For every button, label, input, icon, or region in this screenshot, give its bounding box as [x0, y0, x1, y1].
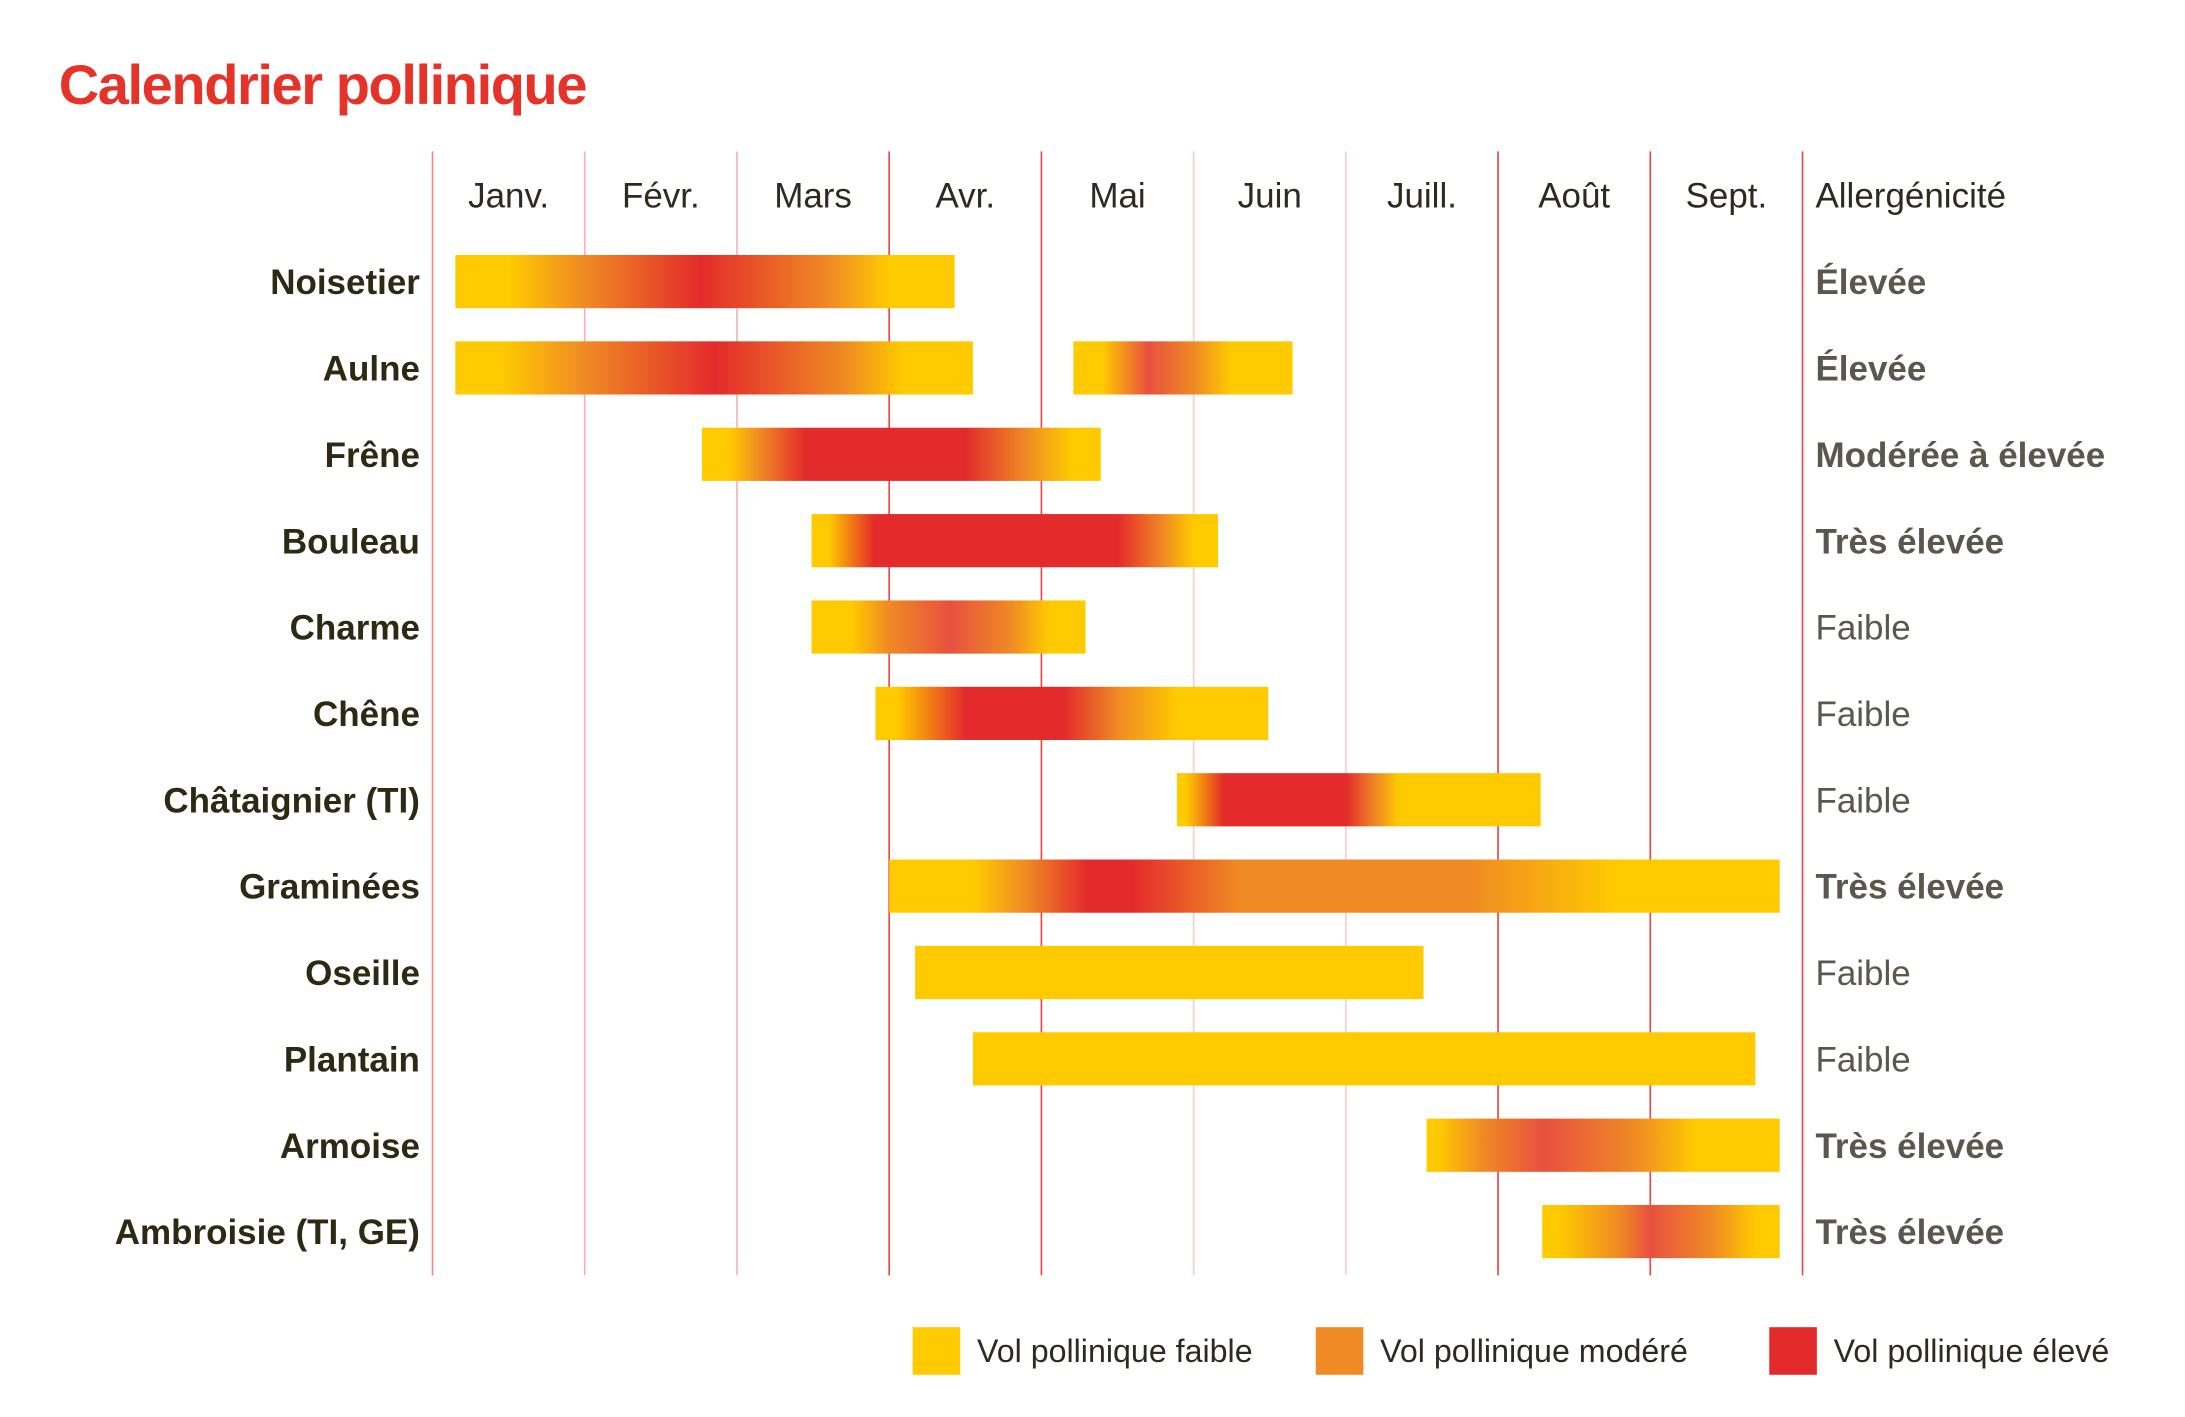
- species-label: Frêne: [325, 436, 420, 475]
- species-rows: Noisetier Élevée Aulne Élevée Frêne Modérée à…: [115, 254, 2105, 1259]
- pollen-period-bar: [811, 514, 1218, 568]
- legend-label: Vol pollinique faible: [977, 1333, 1253, 1369]
- allergenicity-value: Faible: [1815, 1040, 1910, 1079]
- species-row: Plantain Faible: [284, 1032, 1911, 1086]
- allergenicity-value: Modérée à élevée: [1815, 436, 2105, 475]
- species-row: Charme Faible: [290, 600, 1911, 654]
- species-row: Oseille Faible: [305, 945, 1911, 1000]
- month-label: Mai: [1089, 176, 1145, 215]
- pollen-period-bar: [972, 1032, 1756, 1086]
- pollen-period-bar: [701, 427, 1101, 481]
- species-row: Frêne Modérée à élevée: [325, 427, 2105, 481]
- species-label: Ambroisie (TI, GE): [115, 1213, 420, 1252]
- legend-swatch: [912, 1327, 961, 1375]
- pollen-period-bar: [1176, 773, 1541, 827]
- legend-item: Vol pollinique modéré: [1315, 1327, 1688, 1375]
- species-row: Graminées Très élevée: [239, 859, 2004, 913]
- allergenicity-value: Élevée: [1815, 349, 1926, 389]
- species-row: Aulne Élevée: [323, 341, 1926, 395]
- pollen-period-bar: [1073, 341, 1293, 395]
- allergenicity-header: Allergénicité: [1815, 176, 2006, 215]
- species-label: Chêne: [313, 695, 420, 734]
- pollen-period-bar: [915, 945, 1424, 1000]
- species-label: Noisetier: [270, 263, 420, 302]
- month-label: Mars: [774, 176, 852, 215]
- allergenicity-value: Faible: [1815, 695, 1910, 734]
- pollen-period-bar: [455, 254, 955, 309]
- species-label: Plantain: [284, 1040, 420, 1079]
- legend-label: Vol pollinique modéré: [1380, 1333, 1688, 1369]
- month-label: Sept.: [1686, 176, 1768, 215]
- month-label: Juin: [1238, 176, 1302, 215]
- species-label: Charme: [290, 609, 420, 648]
- species-label: Graminées: [239, 868, 420, 907]
- allergenicity-value: Très élevée: [1815, 1127, 2004, 1166]
- legend-swatch: [1315, 1327, 1364, 1375]
- pollen-period-bar: [1542, 1204, 1780, 1259]
- chart-title: Calendrier pollinique: [59, 53, 587, 116]
- month-label: Avr.: [935, 176, 995, 215]
- pollen-period-bar: [875, 686, 1269, 740]
- month-label: Août: [1538, 176, 1610, 215]
- allergenicity-value: Très élevée: [1815, 868, 2004, 907]
- allergenicity-value: Très élevée: [1815, 1213, 2004, 1252]
- legend-label: Vol pollinique élevé: [1834, 1333, 2110, 1369]
- pollen-period-bar: [889, 859, 1780, 913]
- species-label: Bouleau: [282, 522, 420, 561]
- allergenicity-value: Très élevée: [1815, 522, 2004, 561]
- legend-item: Vol pollinique faible: [912, 1327, 1253, 1375]
- species-row: Ambroisie (TI, GE) Très élevée: [115, 1204, 2004, 1259]
- species-row: Noisetier Élevée: [270, 254, 1926, 309]
- species-label: Châtaignier (TI): [163, 781, 420, 820]
- species-row: Bouleau Très élevée: [282, 514, 2004, 568]
- legend: Vol pollinique faible Vol pollinique modé…: [912, 1327, 2109, 1375]
- species-row: Châtaignier (TI) Faible: [163, 773, 1911, 827]
- species-row: Armoise Très élevée: [280, 1118, 2004, 1172]
- month-labels: Janv. Févr. Mars Avr. Mai Juin Juill. Août Sept.: [468, 176, 1767, 215]
- species-label: Armoise: [280, 1127, 420, 1166]
- month-label: Juill.: [1387, 176, 1457, 215]
- pollen-period-bar: [455, 341, 973, 395]
- allergenicity-value: Élevée: [1815, 262, 1926, 302]
- legend-swatch: [1769, 1327, 1817, 1375]
- species-row: Chêne Faible: [313, 686, 1911, 740]
- pollen-period-bar: [811, 600, 1086, 654]
- legend-item: Vol pollinique élevé: [1769, 1327, 2109, 1375]
- allergenicity-value: Faible: [1815, 954, 1910, 993]
- species-label: Oseille: [305, 954, 420, 993]
- allergenicity-value: Faible: [1815, 781, 1910, 820]
- allergenicity-value: Faible: [1815, 609, 1910, 648]
- month-label: Févr.: [622, 176, 700, 215]
- pollen-period-bar: [1426, 1118, 1780, 1172]
- species-label: Aulne: [323, 350, 420, 389]
- month-label: Janv.: [468, 176, 549, 215]
